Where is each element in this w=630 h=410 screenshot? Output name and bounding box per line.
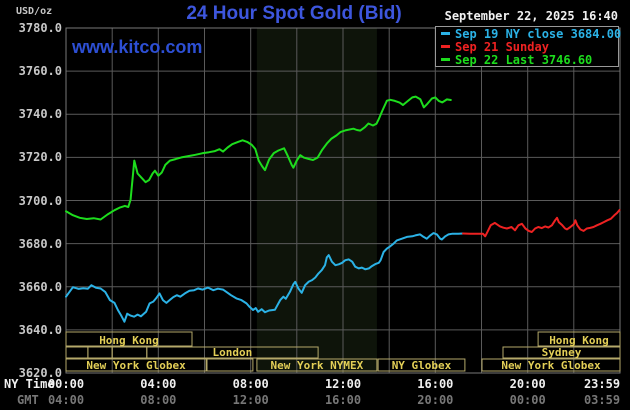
red-dash-icon	[441, 45, 450, 48]
legend-item-sep22: Sep 22 Last 3746.60	[441, 54, 618, 67]
x-tick-label: 04:00	[47, 393, 85, 407]
session-label: New York NYMEX	[271, 359, 364, 372]
session-label: Hong Kong	[99, 334, 159, 347]
x-tick-label: 03:59	[583, 393, 621, 407]
session-box	[65, 331, 193, 347]
legend-label: Sep 19 NY close 3684.00	[455, 27, 622, 41]
session-box	[65, 346, 89, 359]
session-box	[481, 358, 621, 372]
x-tick-label: 12:00	[232, 393, 269, 407]
session-box	[537, 331, 621, 347]
legend-item-sep19: Sep 19 NY close 3684.00	[441, 27, 622, 41]
session-box	[502, 346, 621, 359]
session-box	[146, 346, 319, 359]
session-label: London	[213, 346, 253, 359]
x-tick-label: 08:00	[232, 377, 269, 391]
chart-title: 24 Hour Spot Gold (Bid)	[186, 3, 402, 24]
x-tick-label: 23:59	[583, 377, 621, 391]
session-label: NY Globex	[392, 359, 452, 372]
legend-label: Sep 22 Last 3746.60	[455, 53, 593, 67]
x-tick-label: 00:00	[509, 393, 546, 407]
x-tick-label: 08:00	[140, 393, 177, 407]
kitco-watermark-link[interactable]: www.kitco.com	[72, 37, 203, 57]
legend: Sep 19 NY close 3684.00 Sep 21 Sunday Se…	[435, 26, 622, 67]
x-tick-label: 04:00	[140, 377, 177, 391]
y-tick-label: 3740.0	[18, 107, 62, 122]
y-tick-label: 3620.0	[18, 366, 62, 380]
session-box	[111, 346, 148, 359]
session-box	[256, 358, 378, 372]
ny-time-axis-caption: NY Time	[4, 377, 55, 391]
y-tick-label: 3720.0	[18, 150, 62, 165]
y-tick-label: 3660.0	[18, 279, 62, 294]
plot-border	[65, 27, 621, 374]
x-tick-label: 12:00	[324, 377, 362, 391]
y-tick-label: 3700.0	[18, 193, 62, 208]
green-dash-icon	[441, 58, 450, 61]
cyan-dash-icon	[441, 32, 450, 35]
y-tick-label: 3760.0	[18, 64, 62, 79]
session-label: Sydney	[542, 346, 582, 359]
x-tick-label: 00:00	[47, 377, 85, 391]
session-box	[377, 358, 466, 372]
y-axis-unit-label: USD/oz	[16, 6, 53, 17]
x-tick-label: 16:00	[417, 377, 454, 391]
session-label: Hong Kong	[549, 334, 609, 347]
series-line-red	[462, 209, 621, 238]
x-tick-label: 20:00	[417, 393, 454, 407]
y-tick-label: 3780.0	[18, 21, 62, 35]
session-box	[65, 358, 207, 372]
y-tick-label: 3680.0	[18, 236, 62, 251]
x-tick-label: 20:00	[509, 377, 546, 391]
session-label: New York Globex	[501, 359, 601, 372]
chart-datetime: September 22, 2025 16:40	[444, 9, 618, 23]
series-line-green	[65, 95, 452, 221]
series-line-cyan	[65, 232, 464, 323]
session-box	[87, 346, 113, 359]
legend-label: Sep 21 Sunday	[455, 40, 549, 54]
session-label: New York Globex	[86, 359, 186, 372]
gmt-axis-caption: GMT	[17, 393, 39, 407]
legend-item-sep21: Sep 21 Sunday	[441, 41, 618, 54]
session-box	[206, 358, 254, 372]
y-tick-label: 3640.0	[18, 322, 62, 337]
x-tick-label: 16:00	[324, 393, 362, 407]
